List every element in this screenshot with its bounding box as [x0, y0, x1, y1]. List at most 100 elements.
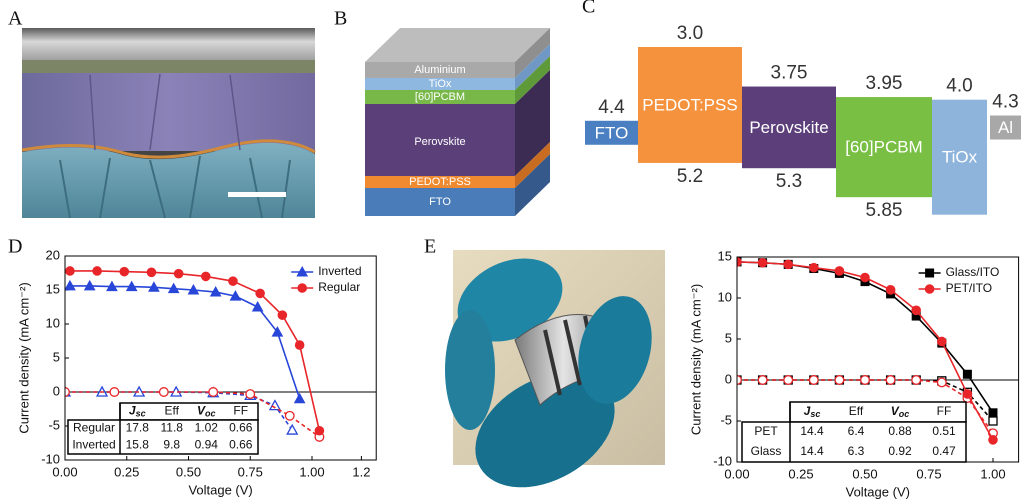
layer-label: PEDOT:PSS	[409, 176, 471, 188]
x-tick-label: 0.75	[238, 464, 263, 479]
x-tick-label: 0.25	[788, 466, 813, 481]
header-sub: sc	[810, 409, 820, 419]
table-cell: 11.8	[161, 421, 184, 435]
x-tick-label: 1.00	[299, 464, 324, 479]
x-tick-label: 0.75	[916, 466, 941, 481]
marker	[861, 376, 870, 385]
marker	[209, 388, 218, 397]
table-column-header: Eff	[849, 404, 864, 418]
x-tick-label: 1.2	[352, 464, 370, 479]
marker	[758, 258, 767, 267]
y-tick-label: 15	[46, 281, 60, 296]
material-label: PEDOT:PSS	[642, 95, 737, 114]
device-stack: Aluminium TiOx [60]PCBM Perovskite PEDOT…	[365, 28, 550, 216]
table-column-header: FF	[233, 404, 248, 418]
x-tick-label: 0.50	[176, 464, 201, 479]
marker	[256, 289, 265, 298]
marker	[886, 286, 895, 295]
x-axis-title: Voltage (V)	[188, 482, 252, 497]
material-label: [60]PCBM	[845, 138, 922, 157]
marker	[784, 260, 793, 269]
marker	[810, 376, 819, 385]
marker	[926, 269, 934, 277]
x-tick-label: 0.25	[114, 464, 139, 479]
marker	[912, 306, 921, 315]
marker	[989, 417, 997, 425]
legend-label: Regular	[318, 280, 360, 294]
marker	[989, 409, 997, 417]
marker	[93, 267, 102, 276]
marker	[810, 263, 819, 272]
marker	[174, 269, 183, 278]
table-cell: 14.4	[800, 424, 824, 438]
panel-label: E	[424, 236, 436, 258]
table-cell: 0.92	[888, 444, 912, 458]
marker	[120, 267, 129, 276]
table-cell: 0.47	[932, 444, 956, 458]
layer-label: [60]PCBM	[415, 91, 465, 103]
y-axis-title: Current density (mA cm⁻²)	[16, 282, 31, 433]
marker	[253, 302, 263, 311]
energy-label: 4.0	[946, 76, 972, 97]
y-tick-label: 5	[53, 349, 60, 364]
energy-label: 5.2	[677, 166, 703, 187]
marker	[963, 390, 972, 399]
legend-label: Inverted	[318, 264, 361, 278]
marker	[835, 267, 844, 276]
marker	[66, 267, 75, 276]
energy-label: 5.85	[866, 200, 903, 221]
y-tick-label: 0	[53, 383, 60, 398]
panel-label: D	[8, 236, 22, 258]
y-axis-title: Current density (mA cm⁻²)	[688, 284, 703, 435]
x-axis-title: Voltage (V)	[846, 484, 910, 499]
table-cell: 0.66	[229, 421, 253, 435]
marker	[861, 273, 870, 282]
marker	[285, 412, 294, 421]
table-row-label: Glass	[751, 444, 782, 458]
y-tick-label: 10	[46, 315, 60, 330]
marker	[315, 426, 324, 435]
y-tick-label: 5	[725, 330, 732, 345]
header-sub: sc	[136, 409, 146, 419]
marker	[989, 436, 998, 445]
marker	[912, 376, 921, 385]
y-tick-label: 10	[718, 289, 732, 304]
marker	[938, 378, 947, 387]
marker	[835, 376, 844, 385]
table-cell: 0.66	[229, 438, 253, 452]
energy-label: 5.3	[776, 171, 802, 192]
table-cell: 1.02	[195, 421, 219, 435]
marker	[160, 388, 169, 397]
marker	[147, 268, 156, 277]
marker	[938, 337, 947, 346]
x-tick-label: 0.50	[852, 466, 877, 481]
marker	[298, 284, 307, 293]
device-photo	[444, 242, 665, 503]
light-curve	[70, 286, 300, 399]
marker	[295, 341, 304, 350]
material-label: Perovskite	[749, 118, 828, 137]
y-tick-label: 0	[725, 371, 732, 386]
y-tick-label: -5	[48, 417, 60, 432]
table-row-label: PET	[754, 424, 778, 438]
y-tick-label: 20	[46, 247, 60, 262]
energy-label: 4.3	[992, 92, 1018, 113]
legend-label: Glass/ITO	[946, 265, 1000, 279]
table-cell: 6.3	[848, 444, 865, 458]
table-cell: 6.4	[848, 424, 865, 438]
material-label: TiOx	[942, 148, 978, 167]
x-tick-label: 0.00	[52, 464, 77, 479]
table-cell: 0.88	[888, 424, 912, 438]
layer-label: FTO	[429, 196, 451, 208]
energy-label: 3.75	[771, 63, 808, 84]
table-cell: 14.4	[800, 444, 824, 458]
energy-label: 3.95	[866, 73, 903, 94]
marker	[963, 370, 971, 378]
x-tick-label: 0.00	[724, 466, 749, 481]
marker	[110, 388, 119, 397]
marker	[287, 425, 297, 434]
table-cell: 17.8	[126, 421, 150, 435]
sem-image	[22, 28, 315, 218]
marker	[758, 376, 767, 385]
table-cell: 9.8	[163, 438, 180, 452]
